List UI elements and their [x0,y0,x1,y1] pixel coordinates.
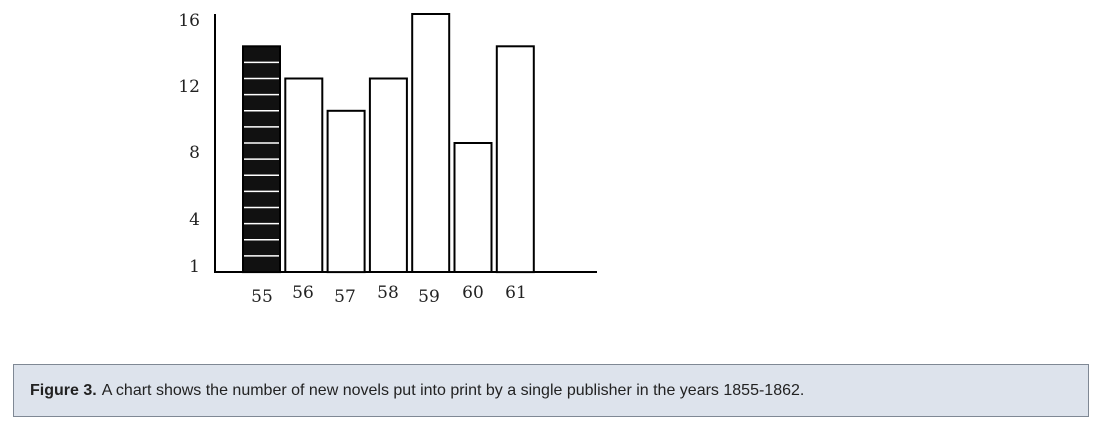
bar-60 [453,142,493,273]
bar-chart: 16 12 8 4 1 55 56 57 58 59 60 61 [178,11,597,307]
x-tick-label: 55 [251,287,273,307]
x-tick-label: 57 [334,287,356,307]
bar-59 [411,13,451,273]
bar-57 [326,109,366,274]
y-tick-label: 4 [189,210,200,230]
x-tick-label: 59 [418,287,440,307]
x-tick-label: 60 [462,283,484,303]
x-tick-label: 56 [292,283,314,303]
figure-caption: Figure 3. A chart shows the number of ne… [13,364,1089,417]
bars-group [242,13,535,274]
y-tick-label: 1 [189,257,200,277]
bar-61 [495,45,535,274]
caption-text: A chart shows the number of new novels p… [101,381,805,399]
x-tick-label: 58 [377,283,399,303]
y-tick-label: 8 [189,143,200,163]
x-tick-label: 61 [505,283,527,303]
y-tick-label: 16 [178,11,200,31]
caption-label: Figure 3. [30,381,97,399]
bar-56 [284,77,324,273]
bar-58 [368,77,408,273]
y-tick-label: 12 [178,77,200,97]
